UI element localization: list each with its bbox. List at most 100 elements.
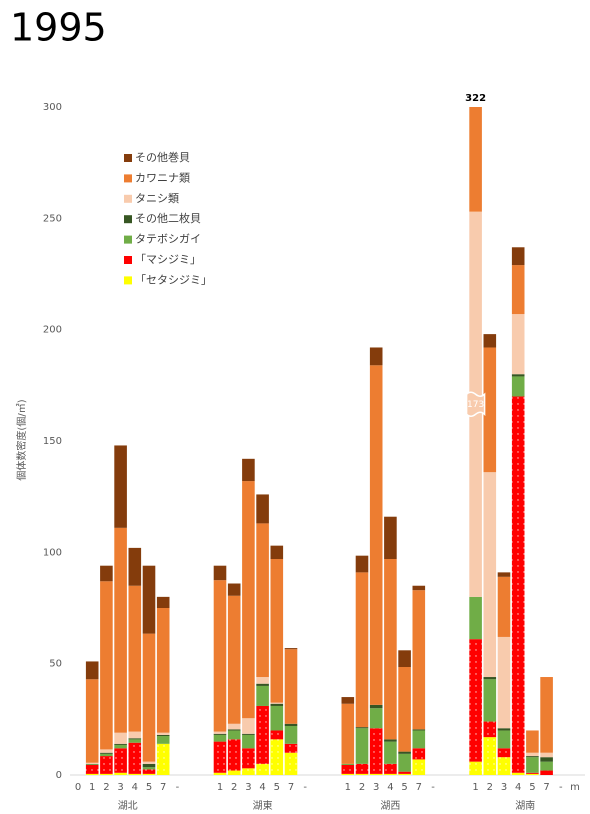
bar-segment [213, 772, 227, 775]
bar-segment [511, 396, 525, 773]
bar-segment [483, 334, 497, 348]
bar-segment [128, 773, 142, 775]
legend-marker [124, 174, 132, 183]
legend-label: その他巻貝 [135, 151, 190, 164]
x-tick-label: 1 [89, 782, 95, 793]
bar-segment [412, 730, 426, 749]
bar-segment [398, 773, 411, 775]
bar-segment [369, 773, 383, 775]
bar-segment [156, 743, 170, 775]
bar-segment [128, 739, 142, 743]
x-tick-label: 4 [387, 782, 393, 793]
bar-segment [540, 752, 553, 758]
bar-segment [497, 572, 511, 577]
bar-segment [100, 581, 113, 750]
bar-segment [213, 733, 227, 735]
bar-segment [341, 763, 355, 765]
bar-segment [85, 764, 99, 765]
bar-segment [227, 730, 241, 740]
bar-segment [526, 757, 539, 773]
x-tick-label: 7 [416, 782, 422, 793]
bar-segment [256, 494, 269, 524]
bar-segment [497, 728, 511, 731]
x-tick-label: 7 [160, 782, 166, 793]
bar-segment [284, 743, 298, 753]
y-tick-label: 0 [56, 770, 62, 781]
bar-segment [242, 733, 255, 735]
bar-segment [242, 458, 255, 482]
bar-segment [128, 738, 142, 740]
bar-segment [100, 753, 113, 757]
bar-segment [497, 730, 511, 749]
bar-segment [483, 737, 497, 775]
x-tick-label: 2 [487, 782, 493, 793]
x-tick-label: - [559, 782, 563, 793]
bar-segment [242, 481, 255, 719]
bar-segment [284, 649, 298, 724]
bar-segment [85, 764, 99, 774]
bar-segment [256, 683, 269, 686]
x-tick-label: 5 [401, 782, 407, 793]
bar-segment [156, 596, 170, 608]
legend-marker [124, 276, 132, 285]
bar-segment [85, 762, 99, 764]
chart-title: 1995 [10, 6, 107, 50]
bar-segment [270, 730, 284, 740]
y-tick-label: 200 [43, 325, 62, 336]
legend-label: カワニナ類 [135, 171, 190, 184]
legend-marker [124, 235, 132, 244]
bar-segment [256, 523, 269, 678]
bar-segment [369, 704, 383, 709]
y-axis-label: 個体数密度(個/㎡) [15, 399, 28, 480]
x-tick-label: 4 [259, 782, 265, 793]
bar-segment [284, 723, 298, 727]
bar-segment [384, 516, 397, 560]
bar-segment [270, 559, 284, 703]
bar-segment [128, 585, 142, 732]
bar-segment [511, 376, 525, 397]
x-tick-label: 3 [501, 782, 507, 793]
bar-segment [213, 741, 227, 773]
bar-segment [114, 743, 127, 745]
bar-segment [114, 748, 127, 773]
bar-segment [142, 767, 156, 770]
bar-segment [284, 648, 298, 650]
bar-segment [511, 265, 525, 315]
bar-segment [284, 726, 298, 744]
bar-segment [384, 741, 397, 764]
legend-label: 「マシジミ」 [135, 253, 201, 266]
bar-segment [412, 590, 426, 730]
bar-segment [142, 763, 156, 768]
bar-segment [100, 756, 113, 774]
bar-segment [242, 768, 255, 775]
legend-label: 「セタシジミ」 [135, 273, 212, 286]
bar-segment [526, 773, 539, 775]
bar-segment [100, 565, 113, 582]
bar-segment [355, 555, 369, 573]
bar-segment [270, 703, 284, 706]
x-tick-label: 1 [217, 782, 223, 793]
bar-segment [256, 763, 269, 775]
bar-segment [100, 773, 113, 775]
bar-segment [369, 365, 383, 705]
bar-segment [270, 545, 284, 560]
bar-segment [412, 585, 426, 591]
bar-segment [398, 753, 411, 772]
y-tick-label: 250 [43, 213, 62, 224]
bar-segment [270, 739, 284, 775]
x-tick-label: 7 [543, 782, 549, 793]
bar-segment [369, 708, 383, 729]
bar-segment [469, 596, 482, 640]
x-tick-label: - [176, 782, 180, 793]
bar-segment [213, 731, 227, 734]
bar-segment [384, 739, 397, 742]
bar-segment [142, 633, 156, 762]
x-tick-label: 1 [345, 782, 351, 793]
bar-segment [100, 752, 113, 754]
bar-segment [497, 576, 511, 637]
group-label: 湖西 [380, 800, 400, 812]
bar-segment [100, 749, 113, 753]
bar-segment [540, 770, 553, 775]
bar-segment [227, 595, 241, 724]
bar-segment [114, 772, 127, 775]
